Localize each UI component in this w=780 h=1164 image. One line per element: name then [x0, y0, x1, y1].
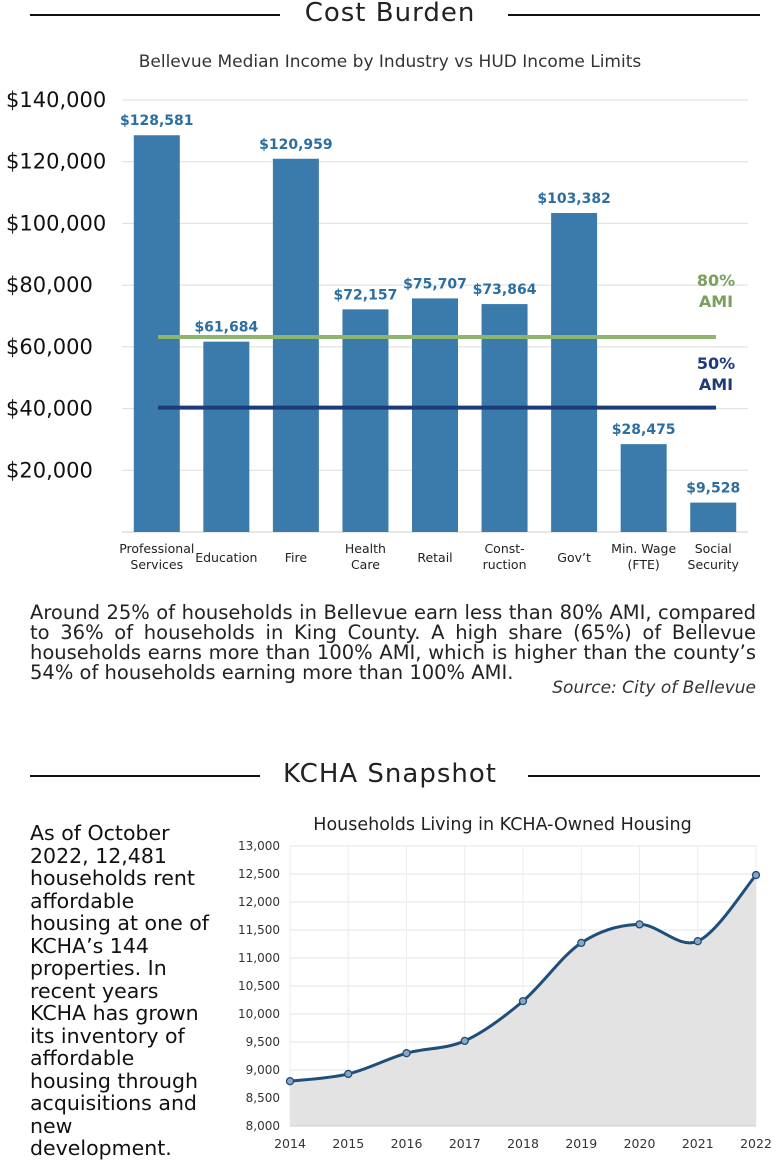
y-tick-label: 11,500	[238, 923, 280, 937]
x-tick-label: 2014	[274, 1136, 306, 1151]
bar-value-label: $9,528	[686, 481, 740, 497]
kcha-chart-title: Households Living in KCHA-Owned Housing	[313, 815, 692, 835]
y-tick-label: 8,000	[246, 1119, 280, 1133]
category-label: Gov’t	[557, 550, 591, 565]
bar	[272, 158, 319, 533]
y-tick-label: 12,500	[238, 867, 280, 881]
reference-line-label: 80%	[697, 271, 735, 290]
source-citation: Source: City of Bellevue	[552, 678, 756, 698]
x-tick-label: 2021	[682, 1136, 714, 1151]
data-point	[285, 1077, 295, 1086]
bar-value-label: $75,707	[403, 276, 467, 292]
data-point	[751, 870, 761, 880]
cost-burden-paragraph: Around 25% of households in Bellevue ear…	[30, 601, 756, 684]
y-tick-label: 8,500	[246, 1091, 280, 1105]
bar	[551, 212, 598, 533]
bar-value-label: $103,382	[537, 191, 611, 207]
x-tick-label: 2015	[332, 1136, 364, 1151]
x-tick-label: 2016	[391, 1136, 423, 1151]
x-tick-label: 2020	[624, 1136, 656, 1151]
y-tick-label: $100,000	[6, 211, 106, 235]
category-label: Security	[688, 557, 740, 572]
income-bar-chart: $20,000 $40,000 $60,000 $80,000 $100,000 $120…	[6, 88, 748, 572]
y-tick-label: 13,000	[238, 839, 280, 853]
kcha-header: KCHA Snapshot	[0, 759, 780, 791]
category-label: (FTE)	[628, 557, 660, 572]
y-tick-label: $80,000	[6, 273, 93, 297]
cost-burden-title: Cost Burden	[282, 0, 498, 28]
kcha-title: KCHA Snapshot	[261, 759, 519, 789]
bar	[620, 444, 667, 532]
y-tick-label: 12,000	[238, 895, 280, 909]
y-tick-label: $60,000	[6, 335, 93, 359]
area-fill	[290, 875, 756, 1126]
bar	[203, 341, 250, 532]
data-point	[577, 938, 586, 948]
data-point	[460, 1036, 469, 1046]
bar-value-label: $120,959	[259, 137, 333, 153]
reference-line-label: AMI	[699, 375, 733, 394]
category-label: Care	[351, 557, 380, 572]
y-tick-label: $40,000	[6, 397, 93, 421]
reference-line-label: AMI	[699, 292, 733, 311]
header-rule-right	[528, 775, 760, 777]
bar-value-label: $72,157	[334, 287, 398, 303]
bar-value-label: $73,864	[473, 282, 537, 298]
category-label: Health	[345, 541, 386, 556]
category-label: Services	[130, 557, 183, 572]
bar	[481, 304, 528, 532]
kcha-description: As of October 2022, 12,481 households re…	[30, 821, 209, 1160]
data-point	[635, 920, 644, 929]
bar	[342, 309, 389, 532]
x-tick-label: 2019	[565, 1136, 597, 1151]
category-label: Professional	[119, 541, 194, 556]
data-point	[344, 1069, 353, 1079]
category-label: Min. Wage	[611, 541, 676, 556]
y-tick-label: 9,500	[246, 1035, 280, 1049]
y-tick-label: 11,000	[238, 951, 280, 965]
x-tick-label: 2018	[507, 1136, 539, 1151]
category-label: Fire	[285, 550, 308, 565]
x-tick-label: 2022	[740, 1136, 772, 1151]
income-chart-title: Bellevue Median Income by Industry vs HU…	[138, 52, 642, 72]
bar-value-label: $128,581	[120, 113, 194, 129]
bar	[690, 502, 737, 532]
y-tick-label: 10,000	[238, 1007, 280, 1021]
y-tick-label: $140,000	[6, 88, 106, 112]
y-tick-label: 9,000	[246, 1063, 280, 1077]
cost-burden-header: Cost Burden	[0, 0, 780, 30]
data-point	[518, 996, 528, 1006]
category-label: Const-	[484, 541, 524, 556]
series-line	[289, 874, 758, 1083]
category-label: Retail	[417, 550, 452, 565]
header-rule-left	[30, 775, 260, 777]
category-label: Social	[695, 541, 732, 556]
y-tick-label: $20,000	[6, 458, 93, 482]
bar-value-label: $61,684	[194, 320, 258, 336]
header-rule-left	[30, 14, 280, 16]
bar	[133, 135, 180, 532]
header-rule-right	[508, 14, 760, 16]
y-tick-label: 10,500	[238, 979, 280, 993]
bar-value-label: $28,475	[612, 422, 676, 438]
category-label: ruction	[483, 557, 527, 572]
data-point	[402, 1049, 411, 1058]
x-tick-label: 2017	[449, 1136, 481, 1151]
reference-line-label: 50%	[697, 354, 735, 373]
data-point	[693, 937, 702, 946]
y-tick-label: $120,000	[6, 150, 106, 174]
category-label: Education	[195, 550, 257, 565]
